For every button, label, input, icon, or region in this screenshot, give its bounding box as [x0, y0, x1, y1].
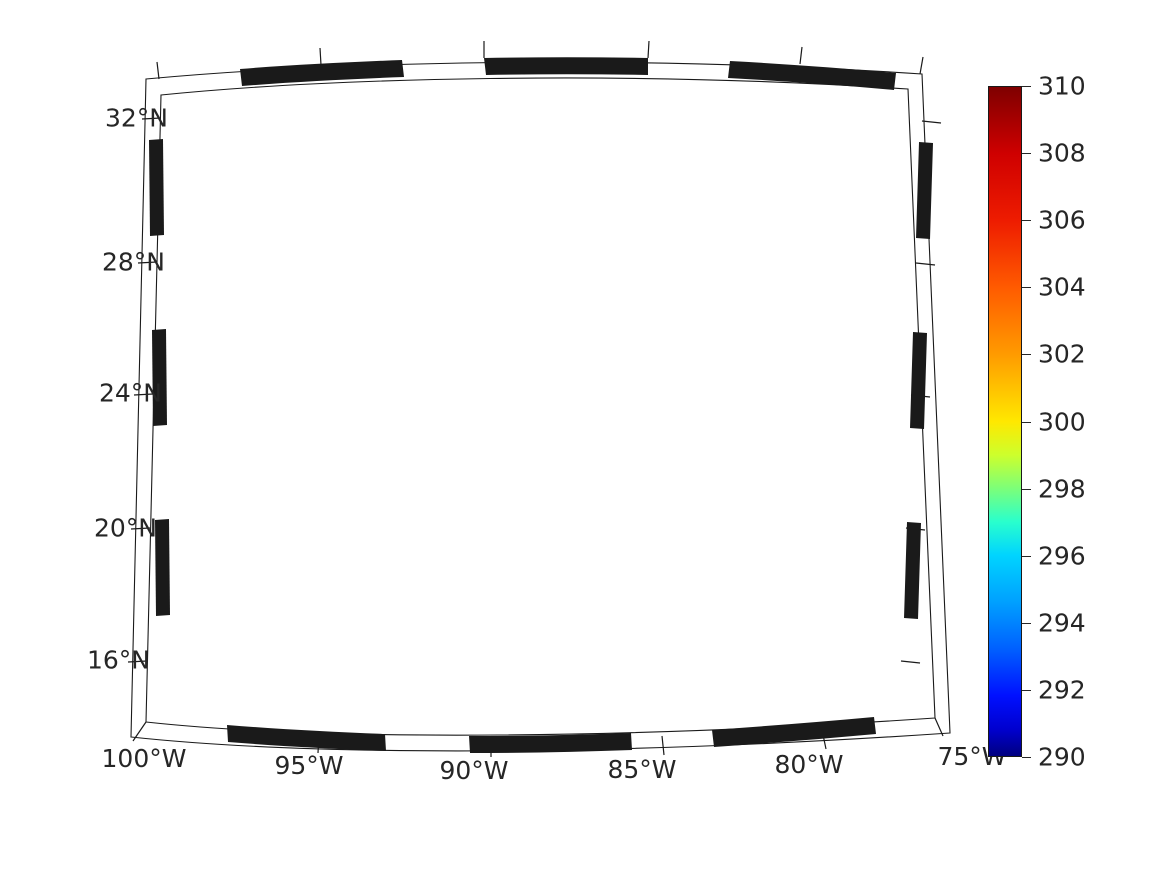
colorbar-tick-292 [1022, 690, 1031, 691]
colorbar-tick-300 [1022, 422, 1031, 423]
lat-tick-label-28N: 28°N [101, 247, 165, 277]
colorbar-tick-298 [1022, 489, 1031, 490]
map-frame [127, 40, 951, 757]
colorbar-tick-294 [1022, 623, 1031, 624]
colorbar-label-310: 310 [1038, 71, 1086, 101]
colorbar-label-306: 306 [1038, 205, 1086, 235]
lon-tick-label-80W: 80°W [774, 750, 844, 779]
lat-tick-label-20N: 20°N [93, 513, 157, 543]
lon-tick-label-85W: 85°W [607, 755, 677, 784]
colorbar-gradient [988, 86, 1022, 757]
colorbar-label-302: 302 [1038, 339, 1086, 369]
colorbar-tick-308 [1022, 153, 1031, 154]
lon-tick-label-90W: 90°W [439, 756, 509, 785]
colorbar-label-292: 292 [1038, 675, 1086, 705]
colorbar-label-308: 308 [1038, 138, 1086, 168]
colorbar-tick-310 [1022, 86, 1031, 87]
colorbar-label-290: 290 [1038, 742, 1086, 772]
colorbar-label-304: 304 [1038, 272, 1086, 302]
colorbar-tick-306 [1022, 220, 1031, 221]
lon-tick-label-95W: 95°W [274, 751, 344, 780]
colorbar[interactable]: 310 308 306 304 302 300 298 296 294 292 … [988, 74, 1086, 770]
colorbar-label-300: 300 [1038, 407, 1086, 437]
colorbar-label-294: 294 [1038, 608, 1086, 638]
colorbar-tick-304 [1022, 287, 1031, 288]
colorbar-tick-302 [1022, 354, 1031, 355]
colorbar-label-296: 296 [1038, 541, 1086, 571]
lat-tick-label-32N: 32°N [104, 103, 168, 133]
colorbar-label-298: 298 [1038, 474, 1086, 504]
lon-tick-label-100W: 100°W [101, 744, 187, 773]
colorbar-tick-290 [1022, 757, 1031, 758]
colorbar-tick-296 [1022, 556, 1031, 557]
lat-tick-label-24N: 24°N [98, 378, 162, 408]
lat-tick-label-16N: 16°N [86, 645, 150, 675]
